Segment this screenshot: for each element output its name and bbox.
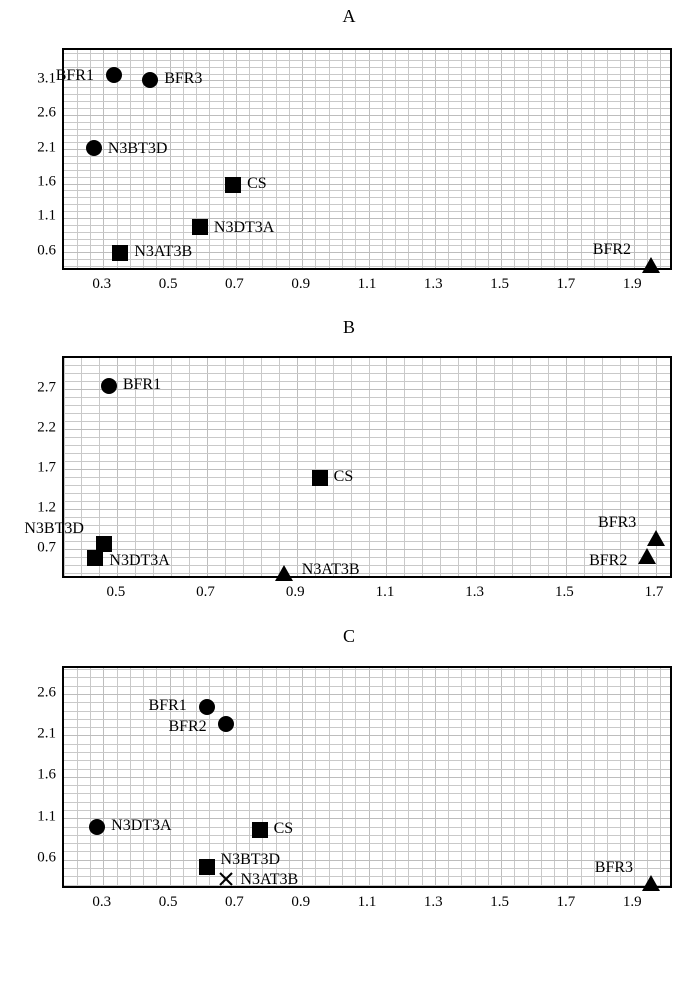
point-label-N3BT3D: N3BT3D	[24, 520, 84, 538]
y-tick: 2.6	[22, 684, 56, 701]
plot-B: BFR1CSN3BT3DN3DT3AN3AT3BBFR3BFR2	[62, 356, 672, 578]
x-tick: 0.9	[286, 584, 305, 601]
point-BFR2	[218, 716, 234, 732]
point-BFR3	[641, 873, 661, 893]
y-tick: 2.1	[22, 725, 56, 742]
x-tick: 1.9	[623, 894, 642, 911]
point-CS	[252, 822, 268, 838]
point-label-BFR3: BFR3	[595, 859, 633, 877]
x-tick: 1.7	[557, 276, 576, 293]
y-tick: 2.1	[22, 139, 56, 156]
x-tick: 1.9	[623, 276, 642, 293]
y-tick: 2.2	[22, 419, 56, 436]
x-tick: 1.7	[557, 894, 576, 911]
point-N3DT3A	[192, 219, 208, 235]
point-N3BT3D	[199, 859, 215, 875]
x-tick: 1.3	[465, 584, 484, 601]
point-BFR1	[101, 378, 117, 394]
y-tick: 0.6	[22, 850, 56, 867]
y-tick: 1.7	[22, 459, 56, 476]
x-tick: 1.5	[490, 276, 509, 293]
point-label-BFR1: BFR1	[149, 697, 187, 715]
x-tick: 1.1	[358, 894, 377, 911]
x-tick: 0.7	[225, 276, 244, 293]
point-BFR1	[199, 699, 215, 715]
point-label-BFR2: BFR2	[593, 241, 631, 259]
point-label-N3BT3D: N3BT3D	[108, 140, 168, 158]
point-label-CS: CS	[274, 820, 294, 838]
y-tick: 3.1	[22, 70, 56, 87]
panel-title-A: A	[0, 6, 698, 27]
point-label-BFR2: BFR2	[168, 718, 206, 736]
point-label-N3AT3B: N3AT3B	[240, 871, 298, 889]
x-tick: 0.5	[106, 584, 125, 601]
point-label-N3BT3D: N3BT3D	[221, 851, 281, 869]
point-label-CS: CS	[247, 175, 267, 193]
x-tick: 1.5	[490, 894, 509, 911]
x-tick: 1.1	[358, 276, 377, 293]
point-N3DT3A	[87, 550, 103, 566]
point-CS	[312, 470, 328, 486]
x-tick: 0.5	[159, 894, 178, 911]
point-label-CS: CS	[334, 468, 354, 486]
x-tick: 0.7	[225, 894, 244, 911]
point-label-N3DT3A: N3DT3A	[109, 552, 169, 570]
y-tick: 0.6	[22, 242, 56, 259]
point-label-BFR3: BFR3	[164, 70, 202, 88]
point-N3AT3B	[112, 245, 128, 261]
x-tick: 0.3	[92, 894, 111, 911]
point-BFR3	[142, 72, 158, 88]
point-CS	[225, 177, 241, 193]
y-tick: 2.7	[22, 379, 56, 396]
x-tick: 1.3	[424, 276, 443, 293]
x-tick: 0.7	[196, 584, 215, 601]
point-BFR2	[641, 255, 661, 275]
y-tick: 0.7	[22, 539, 56, 556]
y-tick: 1.1	[22, 208, 56, 225]
x-tick: 1.5	[555, 584, 574, 601]
x-tick: 0.9	[291, 894, 310, 911]
point-N3BT3D	[86, 140, 102, 156]
y-tick: 1.6	[22, 767, 56, 784]
plot-C: BFR1 BFR2 N3DT3A CS N3BT3D N3AT3B BFR3	[62, 666, 672, 888]
y-tick: 1.6	[22, 174, 56, 191]
point-label-BFR1: BFR1	[123, 376, 161, 394]
x-tick: 0.3	[92, 276, 111, 293]
x-tick: 1.1	[376, 584, 395, 601]
point-label-N3AT3B: N3AT3B	[302, 561, 360, 579]
point-BFR2	[637, 546, 657, 566]
point-label-N3DT3A: N3DT3A	[214, 219, 274, 237]
y-tick: 1.1	[22, 808, 56, 825]
y-tick: 1.2	[22, 499, 56, 516]
point-BFR3	[646, 528, 666, 548]
point-label-N3DT3A: N3DT3A	[111, 817, 171, 835]
x-tick: 0.9	[291, 276, 310, 293]
point-N3AT3B	[218, 871, 234, 887]
point-N3AT3B	[274, 563, 294, 583]
plot-A: BFR1BFR3N3BT3DCSN3DT3AN3AT3BBFR2	[62, 48, 672, 270]
x-tick: 0.5	[159, 276, 178, 293]
point-label-BFR1: BFR1	[56, 67, 94, 85]
x-tick: 1.3	[424, 894, 443, 911]
point-label-BFR2: BFR2	[589, 552, 627, 570]
x-tick: 1.7	[645, 584, 664, 601]
point-label-BFR3: BFR3	[598, 514, 636, 532]
panel-title-B: B	[0, 317, 698, 338]
panel-title-C: C	[0, 626, 698, 647]
point-label-N3AT3B: N3AT3B	[134, 243, 192, 261]
y-tick: 2.6	[22, 105, 56, 122]
